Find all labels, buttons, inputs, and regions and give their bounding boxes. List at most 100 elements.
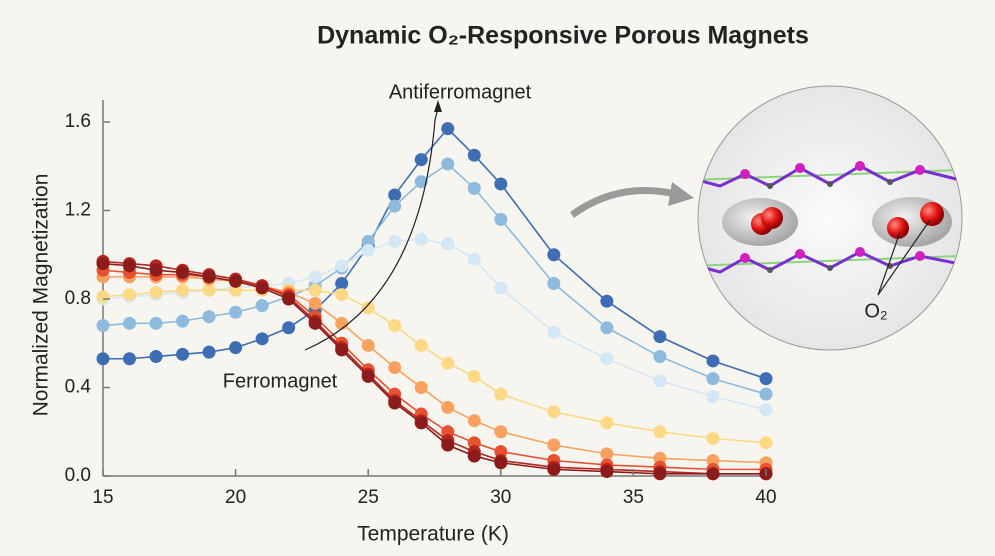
y-axis-label: Normalized Magnetization: [30, 174, 53, 417]
data-point: [467, 369, 481, 383]
data-point: [759, 372, 773, 386]
x-tick-label: 15: [92, 487, 113, 508]
data-point: [467, 414, 481, 428]
data-point: [149, 285, 163, 299]
data-point: [759, 403, 773, 417]
series: [96, 157, 773, 401]
data-point: [653, 350, 667, 364]
x-tick-label: 40: [755, 487, 776, 508]
data-point: [494, 425, 508, 439]
data-point: [414, 338, 428, 352]
data-point: [149, 263, 163, 277]
data-point: [335, 277, 349, 291]
data-point: [388, 361, 402, 375]
series: [96, 270, 773, 470]
arrow: [569, 187, 681, 218]
annotation: Ferromagnet: [223, 370, 338, 392]
data-point: [96, 319, 110, 333]
data-point: [176, 265, 190, 279]
data-point: [600, 416, 614, 430]
data-point: [414, 153, 428, 167]
data-point: [335, 288, 349, 302]
data-point: [149, 350, 163, 364]
inset-label: O₂: [864, 300, 887, 322]
annotation-arrow: [304, 107, 439, 351]
data-point: [706, 431, 720, 445]
data-point: [653, 374, 667, 388]
y-tick-label: 1.6: [65, 111, 91, 132]
y-tick-label: 0.8: [65, 288, 91, 309]
data-point: [96, 352, 110, 366]
arrow-head: [668, 182, 694, 206]
annotation-arrow-head: [434, 100, 442, 112]
series-line: [102, 238, 767, 411]
series: [96, 257, 773, 481]
data-point: [335, 259, 349, 273]
data-point: [335, 316, 349, 330]
data-point: [229, 305, 243, 319]
series-line: [102, 269, 766, 471]
data-point: [414, 175, 428, 189]
series-line: [102, 260, 766, 475]
inset: O₂: [697, 85, 963, 351]
data-point: [414, 416, 428, 430]
data-point: [653, 467, 667, 481]
data-point: [96, 257, 110, 271]
y-tick-label: 0.4: [65, 377, 92, 398]
data-point: [441, 157, 455, 171]
plot-area: [96, 122, 773, 481]
data-point: [547, 405, 561, 419]
data-point: [361, 301, 375, 315]
data-point: [202, 345, 216, 359]
data-point: [706, 354, 720, 368]
data-point: [706, 389, 720, 403]
data-point: [441, 356, 455, 370]
data-point: [123, 288, 137, 302]
data-point: [255, 299, 269, 313]
series-line: [103, 127, 767, 380]
data-point: [308, 316, 322, 330]
data-point: [467, 449, 481, 463]
data-point: [229, 274, 243, 288]
data-point: [494, 456, 508, 470]
data-point: [600, 447, 614, 461]
data-point: [600, 321, 614, 335]
data-point: [547, 462, 561, 476]
data-point: [414, 381, 428, 394]
data-point: [123, 259, 137, 273]
x-tick-label: 20: [225, 487, 246, 508]
data-point: [441, 237, 455, 251]
data-point: [467, 148, 481, 162]
data-point: [706, 467, 720, 481]
data-point: [361, 243, 375, 257]
data-point: [123, 316, 137, 330]
data-point: [176, 314, 190, 328]
data-point: [388, 234, 402, 248]
data-point: [255, 332, 269, 346]
series: [96, 232, 773, 417]
data-point: [600, 465, 614, 479]
data-point: [308, 283, 322, 297]
data-point: [388, 199, 402, 213]
data-point: [653, 425, 667, 439]
data-point: [202, 270, 216, 284]
x-tick-label: 30: [490, 487, 511, 508]
data-point: [176, 347, 190, 361]
data-point: [414, 232, 428, 246]
data-point: [653, 330, 667, 344]
data-point: [202, 283, 216, 297]
data-point: [600, 352, 614, 366]
data-point: [282, 321, 296, 335]
series: [96, 254, 773, 481]
data-point: [388, 396, 402, 410]
series-line: [102, 289, 767, 444]
data-point: [229, 341, 243, 355]
data-point: [361, 369, 375, 383]
series: [96, 122, 773, 386]
y-tick-label: 1.2: [65, 200, 91, 221]
data-point: [441, 400, 455, 414]
data-point: [600, 294, 614, 308]
data-point: [706, 372, 720, 386]
